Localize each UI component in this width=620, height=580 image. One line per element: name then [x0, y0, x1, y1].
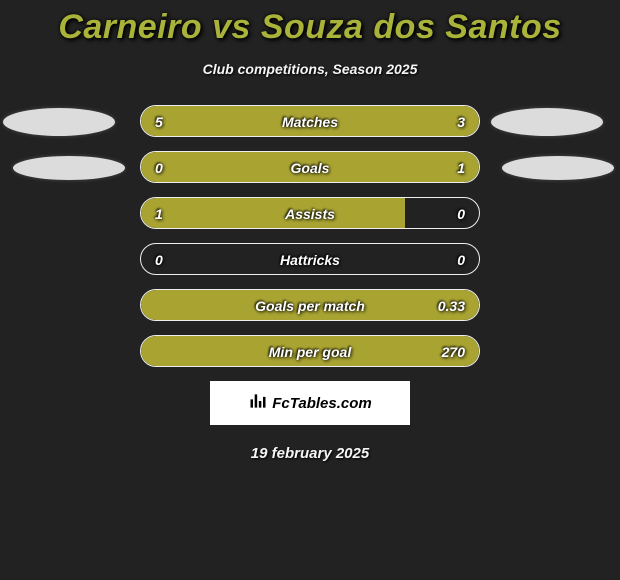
stat-label: Hattricks: [141, 244, 479, 275]
subtitle: Club competitions, Season 2025: [0, 61, 620, 77]
stat-label: Matches: [141, 106, 479, 137]
stat-label: Goals per match: [141, 290, 479, 321]
date-text: 19 february 2025: [0, 445, 620, 462]
page-title: Carneiro vs Souza dos Santos: [0, 0, 620, 47]
player-right-photo-shadow-1: [491, 108, 603, 136]
stat-label: Assists: [141, 198, 479, 229]
player-left-photo-shadow-2: [13, 156, 125, 180]
stat-row: 270Min per goal: [140, 335, 480, 367]
comparison-chart: 53Matches 01Goals 10Assists 00Hattricks 0.33…: [0, 105, 620, 367]
stat-row: 00Hattricks: [140, 243, 480, 275]
player-left-photo-shadow-1: [3, 108, 115, 136]
stat-label: Min per goal: [141, 336, 479, 367]
player-right-photo-shadow-2: [502, 156, 614, 180]
stat-label: Goals: [141, 152, 479, 183]
stat-row: 0.33Goals per match: [140, 289, 480, 321]
stat-row: 53Matches: [140, 105, 480, 137]
bar-chart-icon: [248, 391, 268, 415]
attribution-text: FcTables.com: [272, 395, 371, 412]
stat-row: 10Assists: [140, 197, 480, 229]
attribution-badge: FcTables.com: [210, 381, 410, 425]
stat-row: 01Goals: [140, 151, 480, 183]
